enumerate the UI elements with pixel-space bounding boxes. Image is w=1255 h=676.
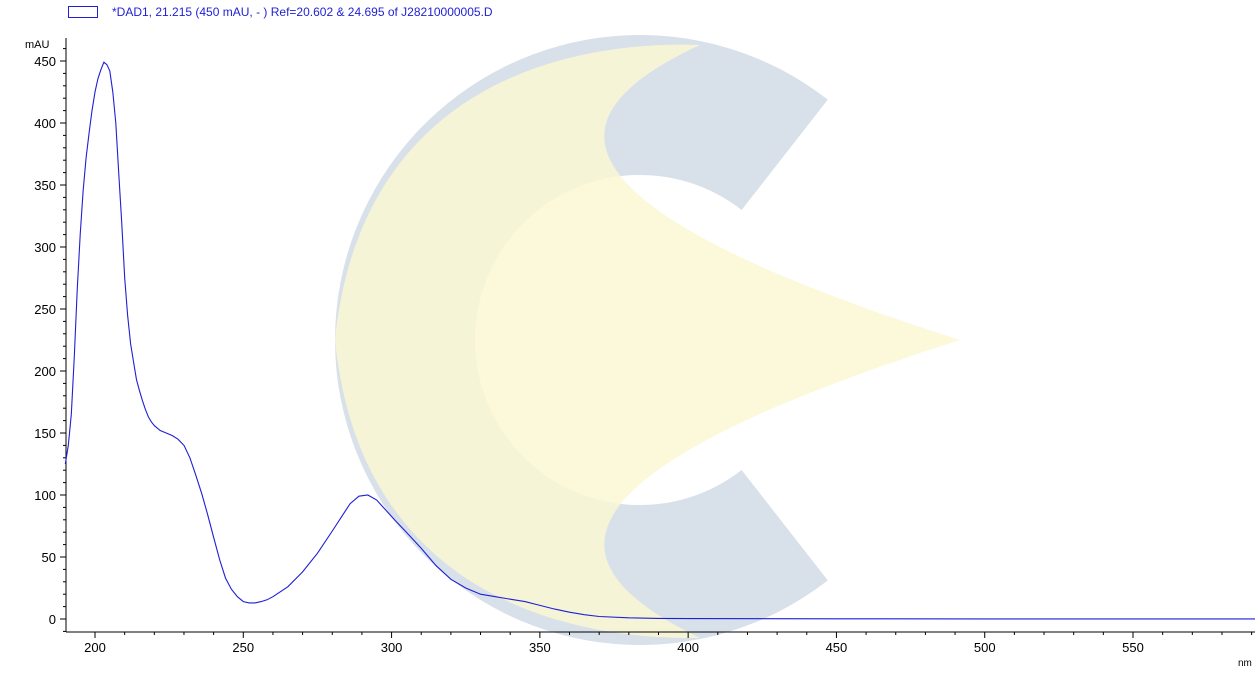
y-tick-label: 0 — [49, 612, 56, 627]
x-tick-label: 250 — [232, 640, 254, 655]
x-tick-label: 200 — [84, 640, 106, 655]
y-tick-label: 100 — [34, 488, 56, 503]
legend-label: *DAD1, 21.215 (450 mAU, - ) Ref=20.602 &… — [112, 5, 493, 19]
series-layer — [64, 61, 1255, 620]
axes: 0 50 100 150 200 250 300 350 400 450 200 250 300 350 4… — [34, 38, 1255, 655]
y-tick-label: 150 — [34, 426, 56, 441]
legend-swatch — [68, 6, 98, 18]
x-tick-label: 500 — [974, 640, 996, 655]
y-tick-label: 200 — [34, 364, 56, 379]
spectrum-line — [64, 61, 1255, 620]
x-tick-label: 350 — [529, 640, 551, 655]
x-axis-unit-label: nm — [1238, 658, 1252, 669]
x-tick-label: 450 — [826, 640, 848, 655]
y-tick-label: 350 — [34, 178, 56, 193]
x-tick-label: 550 — [1122, 640, 1144, 655]
y-tick-label: 300 — [34, 240, 56, 255]
x-tick-label: 400 — [677, 640, 699, 655]
y-axis-unit-label: mAU — [25, 39, 50, 51]
y-tick-label: 400 — [34, 116, 56, 131]
y-tick-label: 50 — [42, 550, 56, 565]
x-tick-label: 300 — [381, 640, 403, 655]
c-logo-watermark-icon — [334, 34, 960, 646]
y-tick-label: 450 — [34, 54, 56, 69]
watermark-fan — [335, 44, 960, 639]
y-tick-label: 250 — [34, 302, 56, 317]
